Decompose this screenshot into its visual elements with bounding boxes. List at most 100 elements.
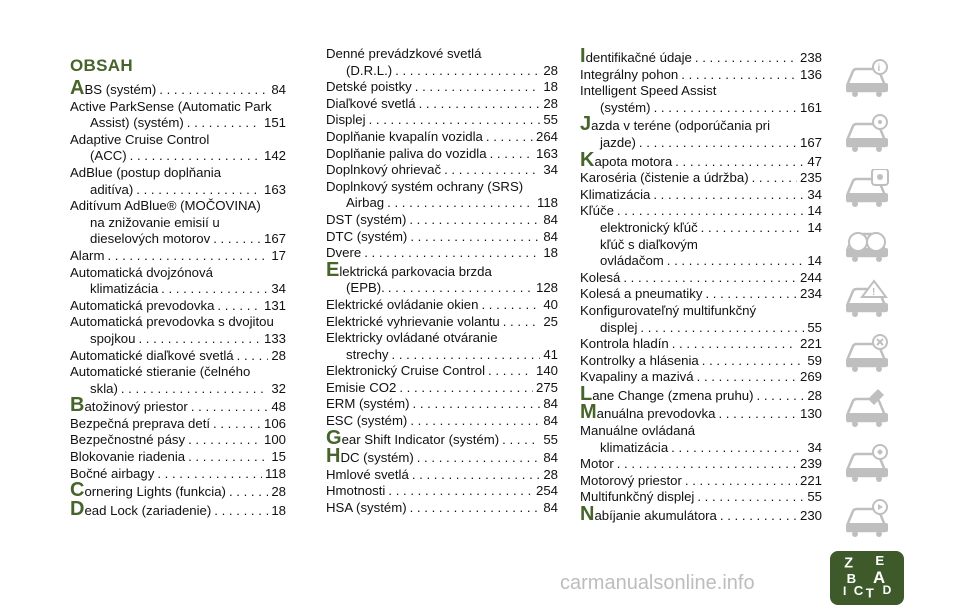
- index-entry[interactable]: Nabíjanie akumulátora 230: [580, 504, 822, 525]
- page-number[interactable]: 167: [799, 134, 822, 150]
- index-entry[interactable]: Emisie CO2 275: [326, 380, 558, 397]
- page-number[interactable]: 221: [799, 336, 822, 352]
- index-entry[interactable]: Automatická prevodovka s dvojitou spojkou…: [70, 314, 286, 347]
- page-number[interactable]: 41: [543, 346, 558, 362]
- page-number[interactable]: 34: [271, 281, 286, 297]
- page-number[interactable]: 118: [264, 465, 286, 481]
- index-entry[interactable]: Kontrola hladín 221: [580, 336, 822, 353]
- page-number[interactable]: 84: [543, 500, 558, 516]
- page-number[interactable]: 15: [271, 449, 286, 465]
- page-number[interactable]: 55: [807, 319, 822, 335]
- page-number[interactable]: 34: [807, 186, 822, 202]
- page-number[interactable]: 230: [799, 508, 822, 524]
- page-number[interactable]: 254: [535, 483, 558, 499]
- chapter-tab-1[interactable]: i: [830, 56, 904, 106]
- chapter-tab-2[interactable]: [830, 111, 904, 161]
- index-entry[interactable]: Bezpečnostné pásy 100: [70, 432, 286, 449]
- page-number[interactable]: 18: [543, 79, 558, 95]
- page-number[interactable]: 84: [271, 82, 286, 97]
- index-entry[interactable]: Kontrolky a hlásenia 59: [580, 353, 822, 370]
- index-entry[interactable]: Adaptive Cruise Control(ACC) 142: [70, 132, 286, 165]
- page-number[interactable]: 84: [543, 450, 558, 466]
- page-number[interactable]: 100: [263, 432, 286, 448]
- index-entry[interactable]: Denné prevádzkové svetlá(D.R.L.) 28: [326, 46, 558, 79]
- index-entry[interactable]: Motorový priestor 221: [580, 473, 822, 490]
- index-entry[interactable]: Dead Lock (zariadenie) 18: [70, 499, 286, 520]
- chapter-tab-8[interactable]: [830, 441, 904, 491]
- index-entry[interactable]: Elektrické ovládanie okien 40: [326, 297, 558, 314]
- page-number[interactable]: 128: [535, 280, 558, 296]
- index-entry[interactable]: Blokovanie riadenia 15: [70, 449, 286, 466]
- index-entry[interactable]: HDC (systém) 84: [326, 446, 558, 467]
- index-entry[interactable]: Kapota motora 47: [580, 150, 822, 171]
- page-number[interactable]: 234: [799, 286, 822, 302]
- index-entry[interactable]: Batožinový priestor 48: [70, 395, 286, 416]
- page-number[interactable]: 48: [271, 399, 286, 415]
- page-number[interactable]: 130: [799, 406, 822, 422]
- index-entry[interactable]: Elektronický Cruise Control 140: [326, 363, 558, 380]
- index-entry[interactable]: DTC (systém) 84: [326, 229, 558, 246]
- page-number[interactable]: 106: [263, 415, 286, 431]
- page-number[interactable]: 18: [271, 502, 286, 518]
- page-number[interactable]: 221: [799, 472, 822, 488]
- index-entry[interactable]: Gear Shift Indicator (systém) 55: [326, 428, 558, 449]
- page-number[interactable]: 17: [271, 247, 286, 263]
- page-number[interactable]: 142: [263, 148, 286, 164]
- chapter-tab-3[interactable]: [830, 166, 904, 216]
- page-number[interactable]: 14: [807, 253, 822, 269]
- page-number[interactable]: 28: [271, 484, 286, 500]
- index-entry[interactable]: Lane Change (zmena pruhu) 28: [580, 384, 822, 405]
- chapter-tab-6[interactable]: [830, 331, 904, 381]
- page-number[interactable]: 244: [799, 269, 822, 285]
- page-number[interactable]: 163: [263, 181, 286, 197]
- chapter-tab-10[interactable]: Z E B A C T D I: [830, 551, 904, 605]
- index-entry[interactable]: Kvapaliny a mazivá 269: [580, 369, 822, 386]
- page-number[interactable]: 161: [799, 99, 822, 115]
- page-number[interactable]: 84: [543, 396, 558, 412]
- index-entry[interactable]: Kolesá 244: [580, 270, 822, 287]
- index-entry[interactable]: HSA (systém) 84: [326, 500, 558, 517]
- page-number[interactable]: 14: [807, 219, 822, 235]
- index-entry[interactable]: Detské poistky 18: [326, 79, 558, 96]
- index-entry[interactable]: Automatické diaľkové svetlá 28: [70, 348, 286, 365]
- index-entry[interactable]: Automatická prevodovka 131: [70, 298, 286, 315]
- chapter-tab-9[interactable]: [830, 496, 904, 546]
- page-number[interactable]: 235: [799, 170, 822, 186]
- index-entry[interactable]: Dvere 18: [326, 245, 558, 262]
- index-entry[interactable]: elektronický kľúč 14: [580, 220, 822, 237]
- page-number[interactable]: 40: [543, 296, 558, 312]
- page-number[interactable]: 239: [799, 456, 822, 472]
- page-number[interactable]: 32: [271, 380, 286, 396]
- index-entry[interactable]: Klimatizácia 34: [580, 187, 822, 204]
- page-number[interactable]: 163: [535, 145, 558, 161]
- page-number[interactable]: 264: [535, 128, 558, 144]
- index-entry[interactable]: DST (systém) 84: [326, 212, 558, 229]
- index-entry[interactable]: Displej 55: [326, 112, 558, 129]
- index-entry[interactable]: Elektrické vyhrievanie volantu 25: [326, 314, 558, 331]
- page-number[interactable]: 84: [543, 413, 558, 429]
- index-entry[interactable]: Doplnkový ohrievač 34: [326, 162, 558, 179]
- page-number[interactable]: 18: [543, 245, 558, 261]
- index-entry[interactable]: Intelligent Speed Assist(systém) 161: [580, 83, 822, 116]
- page-number[interactable]: 14: [807, 203, 822, 219]
- page-number[interactable]: 133: [263, 330, 286, 346]
- index-entry[interactable]: Doplňanie paliva do vozidla 163: [326, 146, 558, 163]
- index-entry[interactable]: Bočné airbagy 118: [70, 466, 286, 483]
- index-entry[interactable]: ABS (systém) 84: [70, 78, 286, 99]
- page-number[interactable]: 59: [807, 352, 822, 368]
- page-number[interactable]: 28: [543, 466, 558, 482]
- page-number[interactable]: 167: [263, 231, 286, 247]
- page-number[interactable]: 47: [807, 153, 822, 169]
- page-number[interactable]: 28: [543, 62, 558, 78]
- index-entry[interactable]: Motor 239: [580, 456, 822, 473]
- page-number[interactable]: 28: [807, 387, 822, 403]
- index-entry[interactable]: ERM (systém) 84: [326, 396, 558, 413]
- page-number[interactable]: 28: [271, 347, 286, 363]
